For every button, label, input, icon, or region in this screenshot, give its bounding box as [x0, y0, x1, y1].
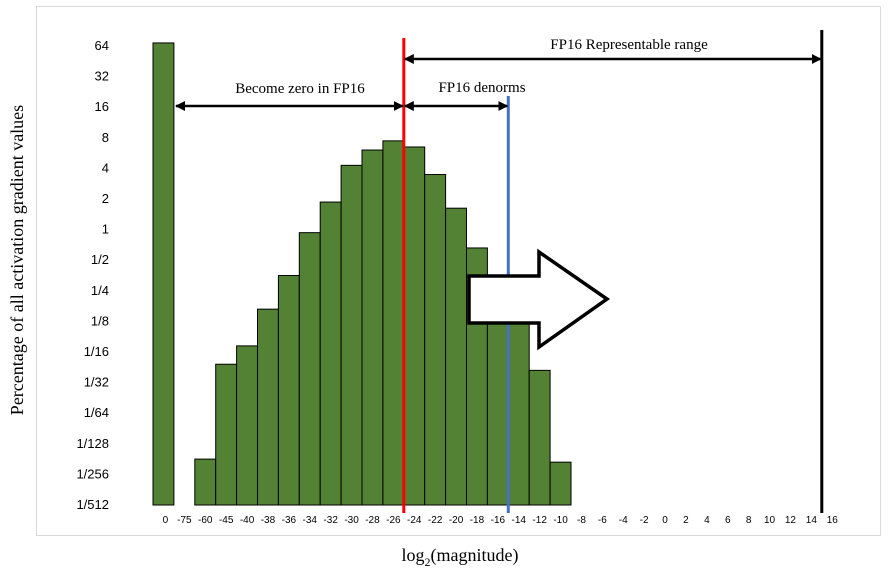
x-tick-label: -28: [365, 515, 380, 526]
y-tick-label: 2: [102, 191, 109, 206]
y-tick-label: 8: [102, 130, 109, 145]
histogram-bar: [382, 140, 405, 506]
x-tick-label: 10: [764, 515, 776, 526]
x-tick-label: 4: [704, 515, 710, 526]
y-tick-label: 16: [95, 99, 109, 114]
x-tick-label: 8: [746, 515, 752, 526]
x-tick-label: -36: [282, 515, 297, 526]
y-tick-label: 32: [95, 69, 109, 84]
y-tick-label: 1/512: [76, 497, 109, 512]
y-tick-label: 1/2: [91, 252, 109, 267]
fp16-denorms-label: FP16 denorms: [438, 80, 525, 96]
y-tick-label: 64: [95, 38, 109, 53]
x-tick-label: -10: [553, 515, 568, 526]
histogram-bar: [528, 369, 551, 506]
x-tick-label: -8: [577, 515, 586, 526]
histogram-bar: [257, 308, 279, 506]
x-tick-label: 6: [725, 515, 731, 526]
y-tick-label: 1/16: [84, 344, 109, 359]
x-tick-label: -22: [428, 515, 443, 526]
y-tick-label: 1/64: [84, 405, 109, 420]
histogram-bar: [298, 232, 321, 506]
x-tick-label: 12: [785, 515, 797, 526]
become-zero-label: Become zero in FP16: [235, 81, 365, 97]
x-tick-label: -75: [177, 515, 192, 526]
histogram-bar: [277, 275, 300, 506]
y-tick-label: 1/256: [76, 466, 109, 481]
y-tick-label: 1: [102, 222, 109, 237]
shift-right-arrow-icon: [467, 248, 611, 351]
x-tick-label: 0: [163, 515, 169, 526]
x-tick-label: -26: [386, 515, 401, 526]
x-tick-label: -34: [303, 515, 318, 526]
x-tick-label: -14: [512, 515, 527, 526]
fp16-range-label: FP16 Representable range: [550, 37, 708, 53]
histogram-bar: [319, 201, 342, 506]
histogram-bar: [424, 174, 447, 506]
histogram-bar: [194, 458, 217, 506]
chart-frame: [36, 6, 881, 536]
x-tick-label: -2: [640, 515, 649, 526]
x-tick-label: -30: [344, 515, 359, 526]
y-tick-label: 1/8: [91, 313, 109, 328]
x-tick-label: 0: [662, 515, 668, 526]
x-tick-label: -32: [323, 515, 338, 526]
histogram-bar: [403, 146, 426, 506]
x-tick-label: -20: [449, 515, 464, 526]
x-tick-label: -18: [470, 515, 485, 526]
histogram-bar: [549, 461, 572, 506]
histogram-bar: [361, 149, 384, 506]
histogram-bar: [215, 363, 238, 506]
x-tick-label: 2: [683, 515, 689, 526]
x-tick-label: -6: [598, 515, 607, 526]
histogram-bar: [236, 345, 259, 506]
y-axis-title: Percentage of all activation gradient va…: [7, 105, 27, 415]
y-tick-label: 4: [102, 160, 109, 175]
x-tick-label: 16: [827, 515, 839, 526]
x-axis-title: log2(magnitude): [402, 545, 519, 569]
y-tick-label: 1/32: [84, 375, 109, 390]
y-tick-label: 1/4: [91, 283, 109, 298]
x-tick-label: -40: [240, 515, 255, 526]
x-tick-label: -12: [532, 515, 547, 526]
histogram-bar: [507, 317, 530, 506]
x-tick-label: -45: [219, 515, 234, 526]
x-tick-label: -60: [198, 515, 213, 526]
x-tick-label: -24: [407, 515, 422, 526]
histogram-bar: [152, 42, 175, 506]
x-tick-label: 14: [806, 515, 818, 526]
y-tick-label: 1/128: [76, 436, 109, 451]
x-tick-label: -38: [261, 515, 276, 526]
x-tick-label: -4: [619, 515, 628, 526]
histogram-bar: [340, 164, 363, 506]
histogram-bar: [445, 207, 468, 506]
x-tick-label: -16: [491, 515, 506, 526]
